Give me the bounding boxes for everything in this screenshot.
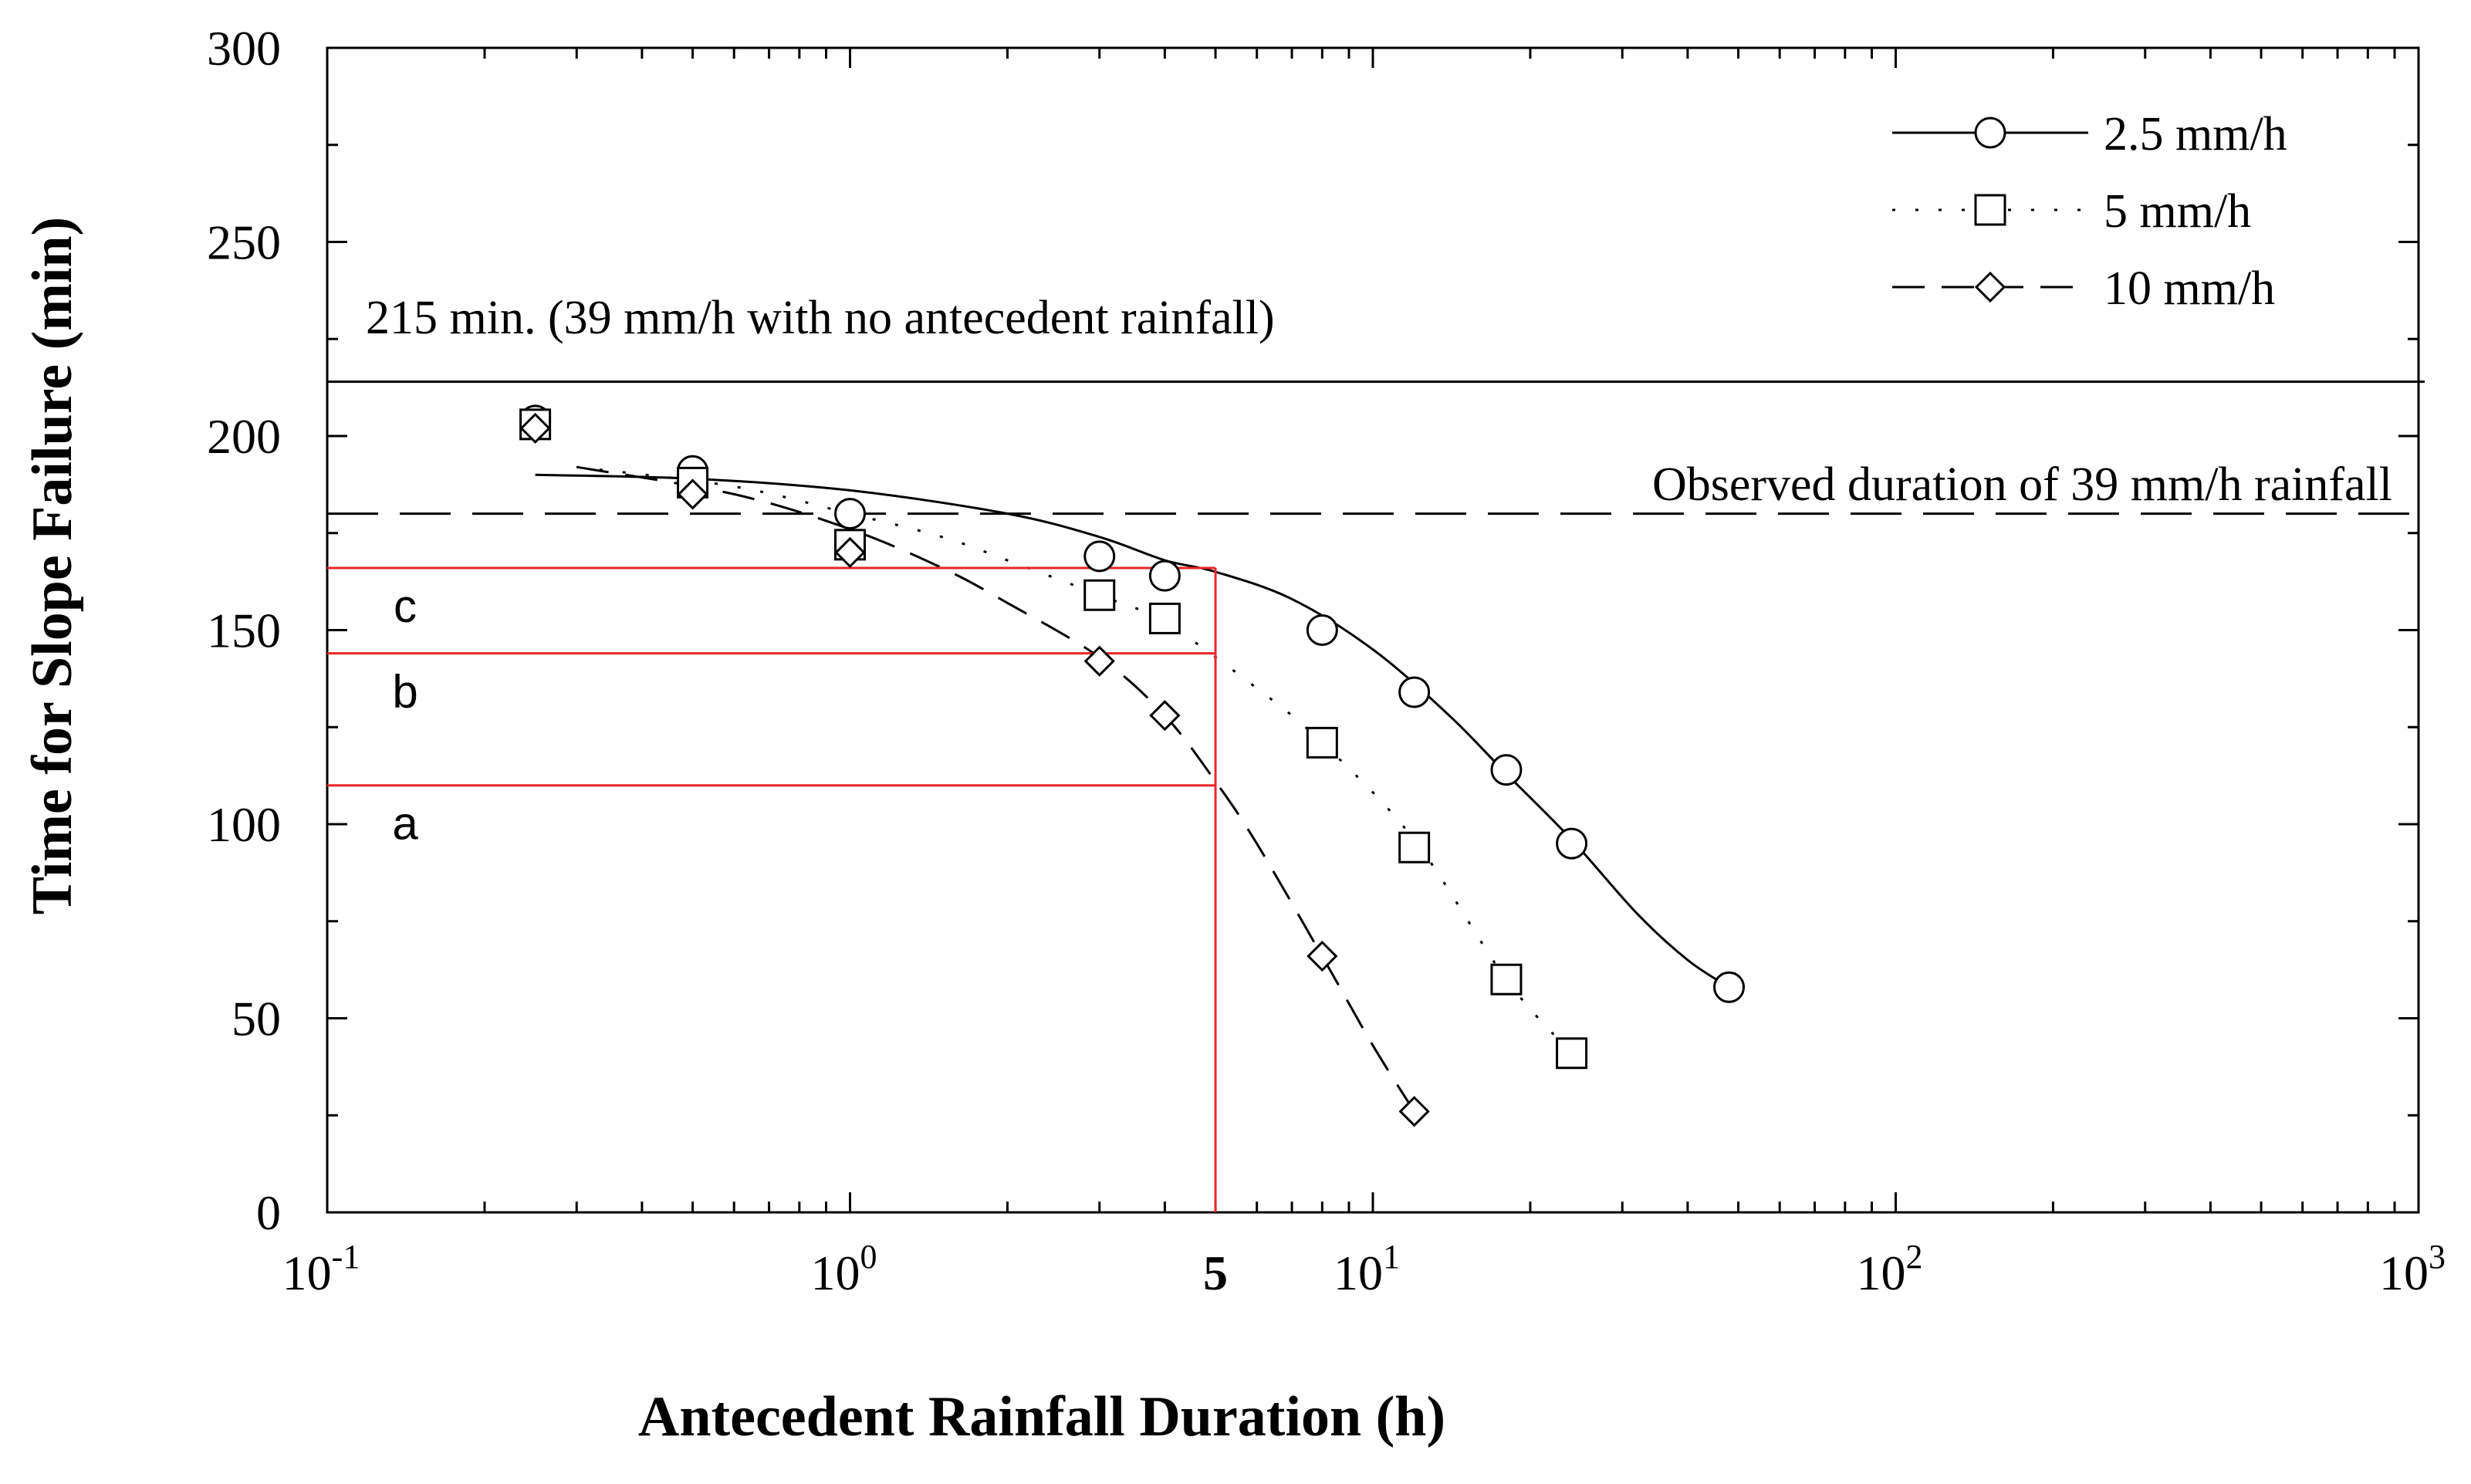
legend-label-2: 5 mm/h <box>2104 185 2251 238</box>
red-level-label-b: b <box>392 666 417 718</box>
data-point-series-3 <box>1306 940 1338 972</box>
reference-dashed-label: Observed duration of 39 mm/h rainfall <box>1652 458 2392 511</box>
y-tick-label: 250 <box>207 215 281 270</box>
y-tick-label: 200 <box>207 409 281 464</box>
data-point-series-1 <box>1148 559 1181 592</box>
data-point-series-1 <box>1398 676 1431 708</box>
data-point-series-2 <box>1148 602 1181 634</box>
data-point-series-3 <box>834 536 866 569</box>
data-point-series-2 <box>1306 726 1338 759</box>
data-point-series-1 <box>1713 971 1746 1003</box>
red-x-label: 5 <box>1203 1246 1228 1300</box>
data-point-series-2 <box>1083 579 1116 611</box>
data-point-series-1 <box>1306 614 1338 646</box>
legend-label-1: 2.5 mm/h <box>2104 108 2287 161</box>
reference-solid-label: 215 min. (39 mm/h with no antecedent rai… <box>366 292 1275 344</box>
red-guides-layer: cb a 5 <box>327 566 1228 1300</box>
y-tick-label: 0 <box>256 1185 281 1240</box>
data-point-series-1 <box>1556 827 1588 860</box>
fit-lines-layer <box>535 465 1730 1112</box>
y-tick-label: 100 <box>207 797 281 852</box>
legend: 2.5 mm/h 5 mm/h 10 mm/h <box>1892 108 2287 315</box>
data-point-series-2 <box>1490 963 1523 996</box>
fit-line-series-3 <box>576 465 1415 1112</box>
x-tick-label: 101 <box>1334 1238 1400 1300</box>
y-tick-label: 300 <box>207 21 281 76</box>
data-point-series-2 <box>1398 831 1431 864</box>
legend-marker-1 <box>1974 117 2006 149</box>
x-tick-label: 102 <box>1857 1238 1923 1300</box>
y-tick-label: 150 <box>207 603 281 658</box>
x-axis-title: Antecedent Rainfall Duration (h) <box>638 1385 1445 1449</box>
data-point-series-2 <box>1556 1037 1588 1070</box>
legend-marker-2 <box>1974 194 2006 226</box>
data-point-series-1 <box>1490 754 1523 786</box>
data-point-series-3 <box>1083 645 1115 677</box>
fit-line-series-2 <box>576 465 1573 1054</box>
data-point-series-3 <box>519 412 551 445</box>
labels-layer: Time for Slope Failure (min) Antecedent … <box>21 217 2392 1449</box>
x-tick-label: 103 <box>2379 1238 2446 1300</box>
reference-layer <box>327 380 2425 516</box>
data-point-series-3 <box>677 478 708 510</box>
data-point-series-1 <box>1083 540 1116 573</box>
legend-marker-3 <box>1974 271 2006 303</box>
red-level-label-a: a <box>392 798 418 850</box>
red-level-label-c: c <box>394 580 417 632</box>
y-axis-title: Time for Slope Failure (min) <box>21 217 84 914</box>
data-point-series-3 <box>1398 1096 1430 1127</box>
fit-line-series-1 <box>535 473 1730 989</box>
y-tick-label: 50 <box>232 992 281 1046</box>
data-point-series-3 <box>1149 700 1181 732</box>
markers-layer <box>519 404 1746 1127</box>
data-point-series-1 <box>834 498 866 530</box>
x-tick-label: 100 <box>811 1238 877 1300</box>
x-tick-label: 10-1 <box>282 1238 360 1300</box>
axes-layer: 0 50 100 150 200 250 300 10-1 100 101 102 103 <box>207 21 2446 1300</box>
legend-label-3: 10 mm/h <box>2104 262 2275 315</box>
